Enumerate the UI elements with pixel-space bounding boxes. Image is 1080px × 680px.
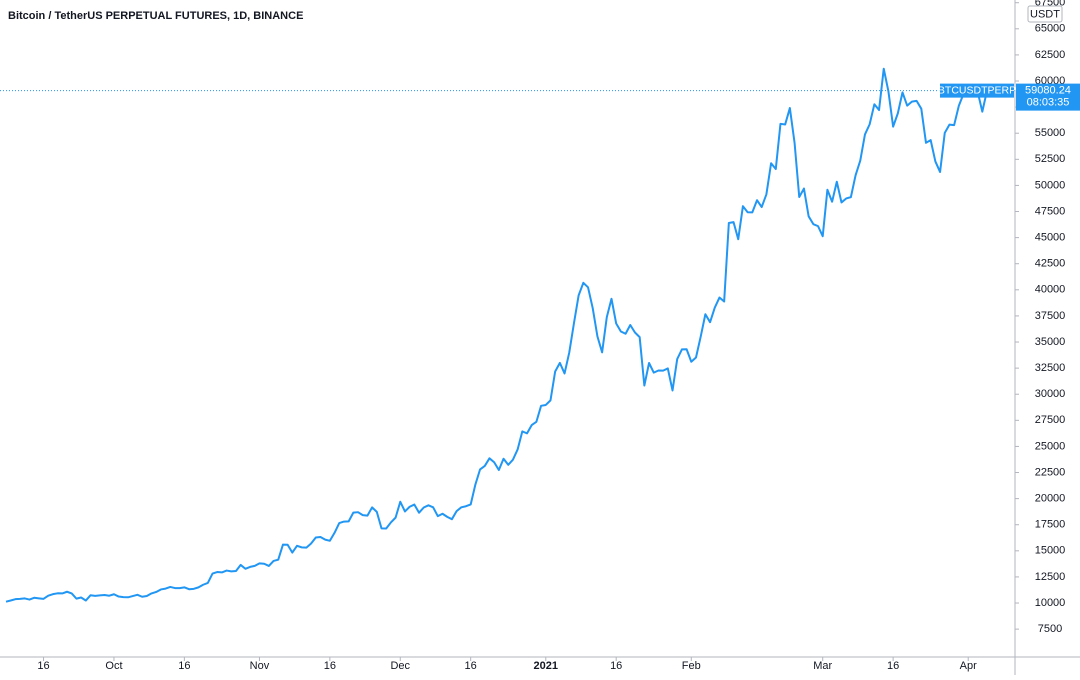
symbol-tag bbox=[940, 83, 1014, 98]
y-tick-label: 30000 bbox=[1035, 388, 1066, 400]
y-tick-label: 42500 bbox=[1035, 258, 1066, 270]
price-line bbox=[5, 67, 988, 603]
x-tick-label: Mar bbox=[813, 660, 832, 672]
y-tick-label: 47500 bbox=[1035, 205, 1066, 217]
y-tick-label: 55000 bbox=[1035, 127, 1066, 139]
y-tick-label: 12500 bbox=[1035, 571, 1066, 583]
y-tick-label: 50000 bbox=[1035, 179, 1066, 191]
y-tick-label: 40000 bbox=[1035, 284, 1066, 296]
x-tick-label: Oct bbox=[105, 660, 122, 672]
x-tick-label: 16 bbox=[178, 660, 190, 672]
y-tick-label: 67500 bbox=[1035, 0, 1066, 9]
currency-box[interactable] bbox=[1027, 5, 1063, 23]
y-tick-label: 10000 bbox=[1035, 597, 1066, 609]
x-tick-label: 16 bbox=[324, 660, 336, 672]
x-tick-label: 16 bbox=[887, 660, 899, 672]
last-price-label: 59080.24 bbox=[1025, 85, 1071, 97]
plot-area bbox=[5, 67, 988, 603]
y-tick-label: 22500 bbox=[1035, 466, 1066, 478]
x-tick-label: Apr bbox=[960, 660, 977, 672]
x-axis: 16 Oct 16 Nov 16 Dec 16 2021 16 Feb Mar 16 Apr bbox=[37, 657, 977, 672]
countdown-label: 08:03:35 bbox=[1027, 97, 1070, 109]
x-tick-label: 16 bbox=[465, 660, 477, 672]
x-tick-label: 2021 bbox=[534, 660, 558, 672]
y-tick-label: 20000 bbox=[1035, 493, 1066, 505]
y-tick-label: 17500 bbox=[1035, 519, 1066, 531]
y-axis: 7500 10000 12500 15000 17500 20000 22500 25000 2… bbox=[1015, 0, 1065, 635]
y-tick-label: 25000 bbox=[1035, 440, 1066, 452]
y-tick-label: 52500 bbox=[1035, 153, 1066, 165]
y-tick-label: 62500 bbox=[1035, 49, 1066, 61]
x-tick-label: 16 bbox=[610, 660, 622, 672]
x-tick-label: 16 bbox=[37, 660, 49, 672]
y-tick-label: 32500 bbox=[1035, 362, 1066, 374]
x-tick-label: Feb bbox=[682, 660, 701, 672]
y-tick-label: 45000 bbox=[1035, 232, 1066, 244]
y-tick-label: 65000 bbox=[1035, 23, 1066, 35]
y-tick-label: 37500 bbox=[1035, 310, 1066, 322]
x-tick-label: Nov bbox=[250, 660, 270, 672]
y-tick-label: 35000 bbox=[1035, 336, 1066, 348]
x-tick-label: Dec bbox=[390, 660, 410, 672]
symbol-label: BTCUSDTPERP bbox=[938, 84, 1016, 96]
chart-title: Bitcoin / TetherUS PERPETUAL FUTURES, 1D… bbox=[8, 10, 303, 22]
y-tick-label: 7500 bbox=[1038, 623, 1062, 635]
y-tick-label: 15000 bbox=[1035, 545, 1066, 557]
price-tag bbox=[1016, 83, 1080, 111]
currency-label[interactable]: USDT bbox=[1030, 8, 1060, 20]
y-tick-label: 27500 bbox=[1035, 414, 1066, 426]
